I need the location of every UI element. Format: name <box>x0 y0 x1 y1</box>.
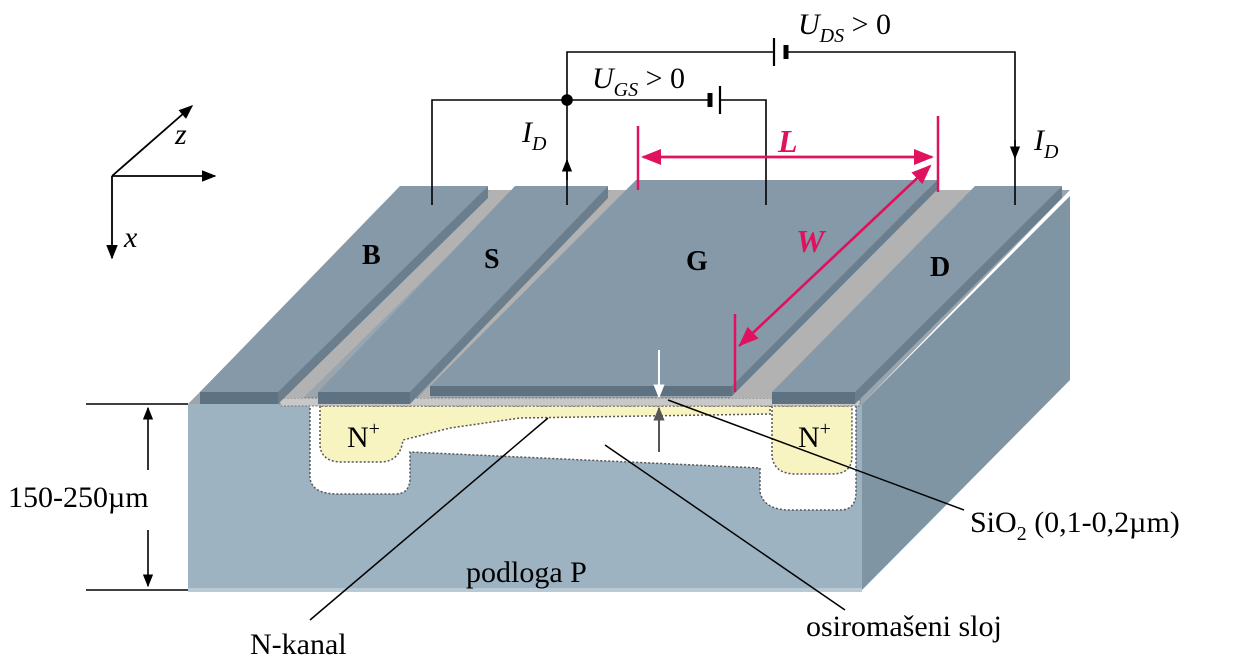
dimension-w-label: W <box>796 223 827 259</box>
electrode-b: B <box>200 186 488 404</box>
depletion-label: osiromašeni sloj <box>806 610 1002 643</box>
id-left-label: ID <box>521 116 547 155</box>
leader-lines <box>309 399 965 621</box>
electrode-d-label: D <box>930 252 950 283</box>
oxide-label: SiO2 (0,1-0,2µm) <box>970 506 1180 545</box>
ugs-label: UGS > 0 <box>592 62 685 101</box>
dimension-thickness-label: 150-250µm <box>8 481 149 514</box>
channel-label: N-kanal <box>250 628 347 661</box>
oxide-leader <box>667 399 965 511</box>
axis-z-label: z <box>174 118 187 151</box>
electrode-s: S <box>318 186 608 404</box>
axis-z <box>111 105 194 177</box>
doped-regions <box>279 397 861 511</box>
substrate-label: podloga P <box>466 556 587 589</box>
n-plus-right-region <box>771 405 853 475</box>
electrode-b-label: B <box>362 240 381 271</box>
junction-dot <box>561 94 573 106</box>
dimension-thickness <box>86 403 188 591</box>
dimension-w <box>733 164 932 392</box>
dimension-l-label: L <box>777 123 798 159</box>
id-right-label: ID <box>1033 124 1059 163</box>
electrode-s-label: S <box>484 244 500 275</box>
n-plus-right-label: N+ <box>798 418 831 454</box>
axis-x-label: x <box>123 221 138 254</box>
n-plus-left-region <box>319 405 771 463</box>
channel-leader <box>309 417 549 621</box>
n-plus-left-label: N+ <box>347 418 380 454</box>
uds-label: UDS > 0 <box>798 8 891 47</box>
coordinate-axes <box>106 105 217 260</box>
electrode-d: D <box>772 186 1062 404</box>
dimension-l <box>636 116 940 192</box>
wire-ugs-right <box>720 99 767 205</box>
depletion-layer <box>309 403 857 511</box>
oxide-layer <box>279 397 861 407</box>
depletion-leader <box>604 444 846 611</box>
electrode-g: G <box>430 180 937 396</box>
circuit <box>431 38 1021 205</box>
wire-bulk <box>431 99 567 205</box>
electrode-g-label: G <box>686 246 708 277</box>
wire-source <box>566 51 774 205</box>
